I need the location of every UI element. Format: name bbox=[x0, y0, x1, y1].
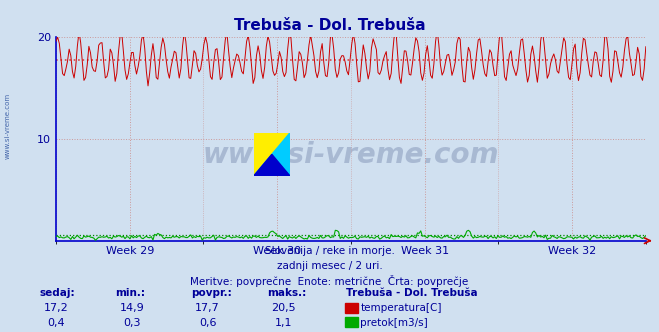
Text: min.:: min.: bbox=[115, 288, 146, 298]
Text: Trebuša - Dol. Trebuša: Trebuša - Dol. Trebuša bbox=[346, 288, 478, 298]
Text: www.si-vreme.com: www.si-vreme.com bbox=[5, 93, 11, 159]
Text: Slovenija / reke in morje.: Slovenija / reke in morje. bbox=[264, 246, 395, 256]
Text: 17,7: 17,7 bbox=[195, 303, 220, 313]
Polygon shape bbox=[254, 154, 290, 176]
Text: 17,2: 17,2 bbox=[43, 303, 69, 313]
Text: zadnji mesec / 2 uri.: zadnji mesec / 2 uri. bbox=[277, 261, 382, 271]
Text: Trebuša - Dol. Trebuša: Trebuša - Dol. Trebuša bbox=[234, 18, 425, 33]
Text: povpr.:: povpr.: bbox=[191, 288, 232, 298]
Text: 0,6: 0,6 bbox=[199, 318, 216, 328]
Text: www.si-vreme.com: www.si-vreme.com bbox=[203, 141, 499, 169]
Text: Meritve: povprečne  Enote: metrične  Črta: povprečje: Meritve: povprečne Enote: metrične Črta:… bbox=[190, 275, 469, 287]
Text: pretok[m3/s]: pretok[m3/s] bbox=[360, 318, 428, 328]
Text: 0,3: 0,3 bbox=[123, 318, 140, 328]
Text: 14,9: 14,9 bbox=[119, 303, 144, 313]
Polygon shape bbox=[254, 133, 290, 176]
Text: maks.:: maks.: bbox=[267, 288, 306, 298]
Text: temperatura[C]: temperatura[C] bbox=[360, 303, 442, 313]
Text: 0,4: 0,4 bbox=[47, 318, 65, 328]
Text: 20,5: 20,5 bbox=[271, 303, 296, 313]
Text: sedaj:: sedaj: bbox=[40, 288, 75, 298]
Text: 1,1: 1,1 bbox=[275, 318, 292, 328]
Polygon shape bbox=[254, 133, 290, 176]
